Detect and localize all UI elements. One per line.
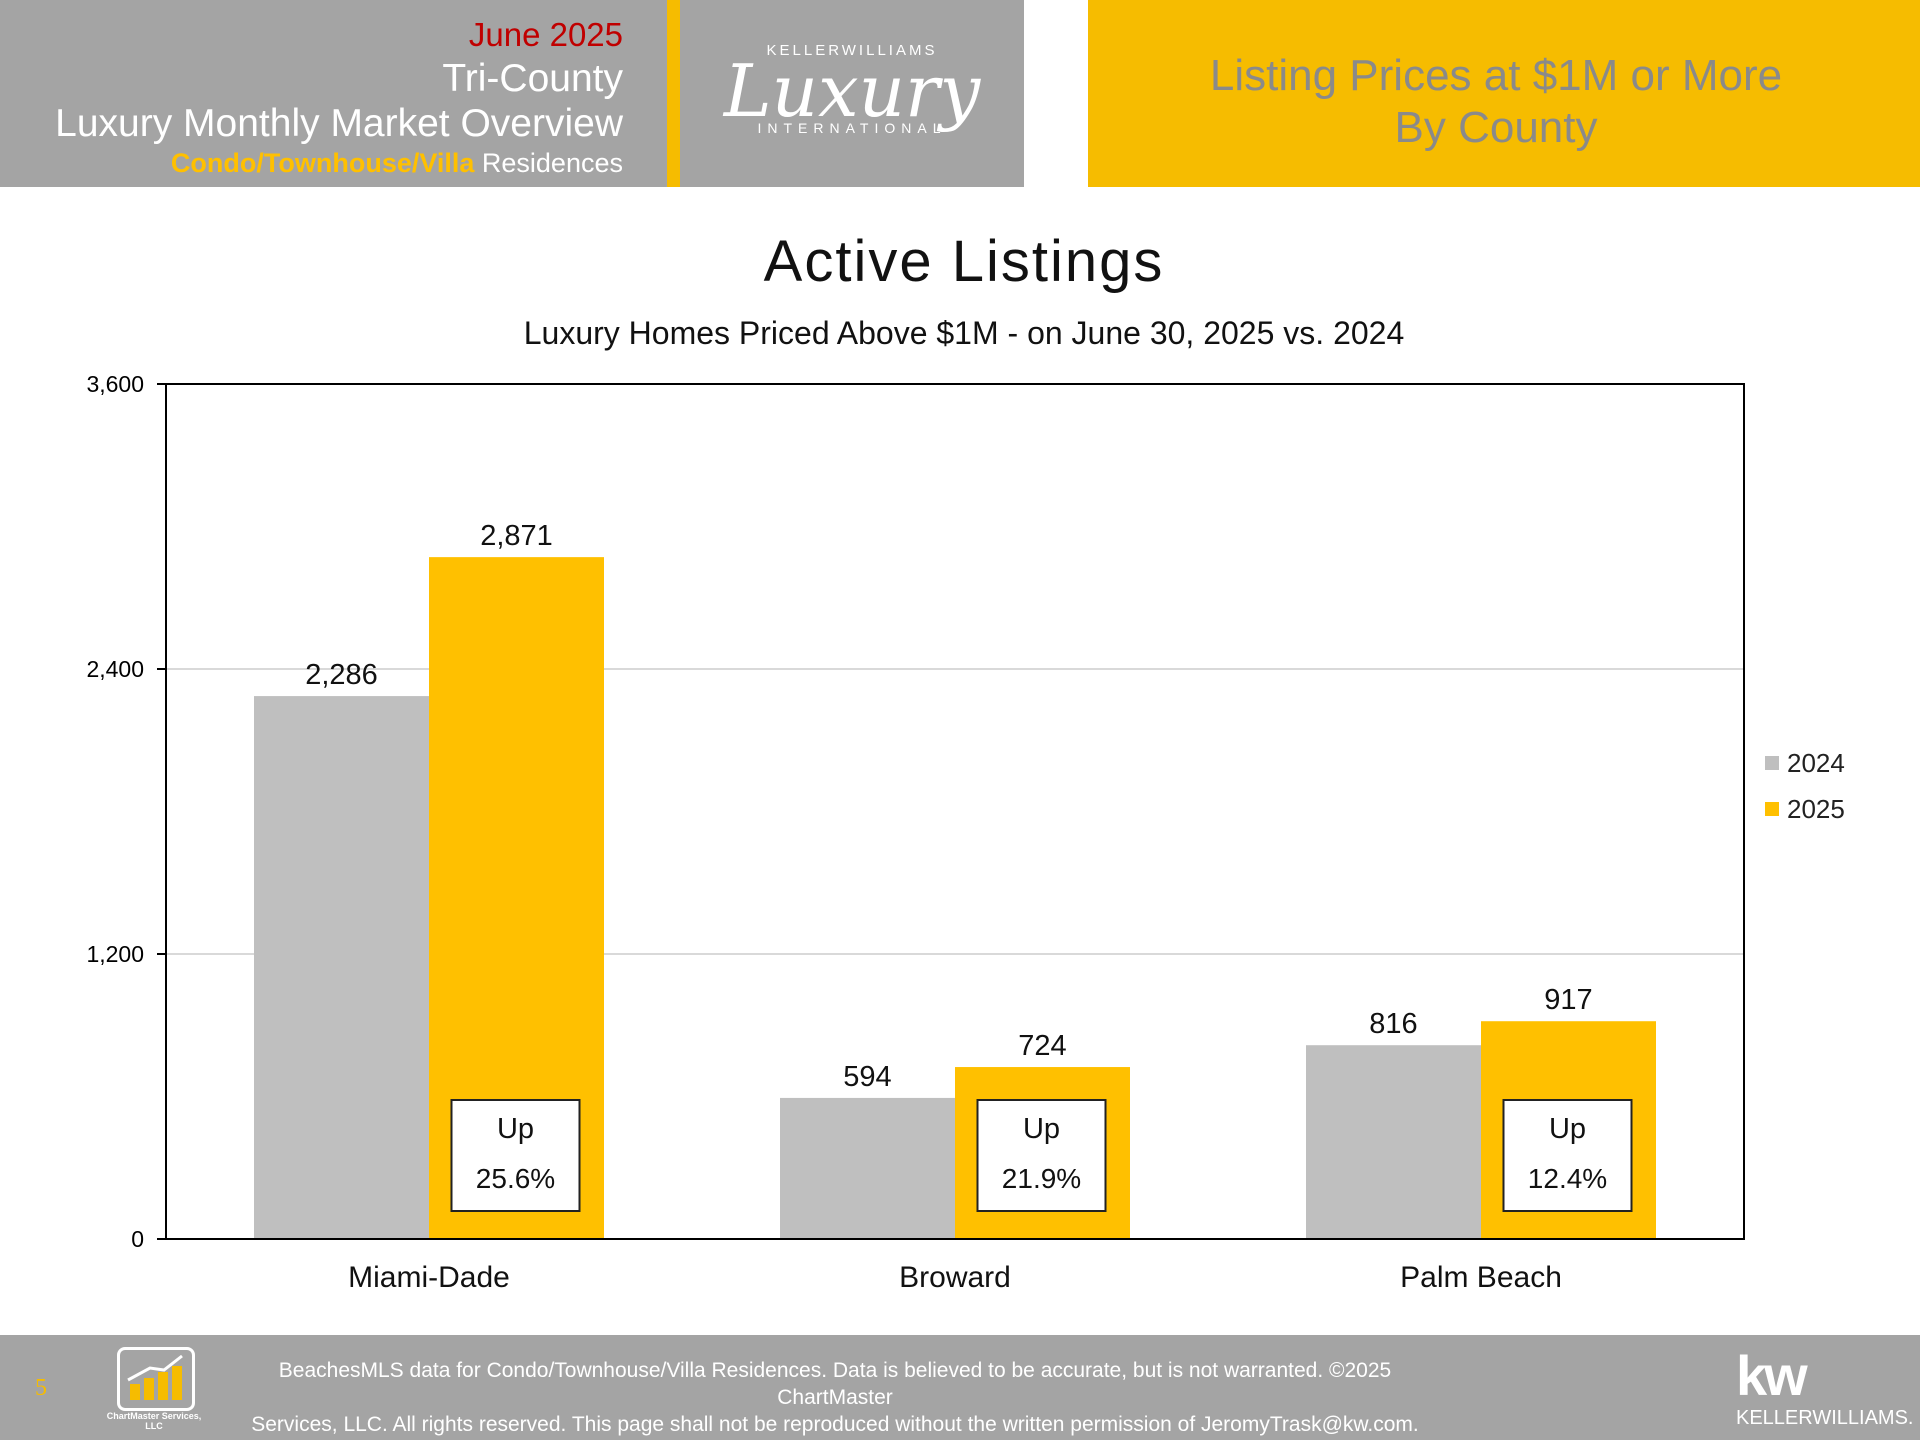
legend-label-2025: 2025	[1787, 793, 1845, 824]
data-label: 2,286	[305, 659, 378, 691]
section-heading-line1: Listing Prices at $1M or More	[1209, 51, 1783, 100]
page-number: 5	[35, 1375, 47, 1401]
chartmaster-logo-icon	[117, 1347, 195, 1411]
property-type-accent: Condo/Townhouse/Villa	[170, 148, 475, 178]
property-type: Condo/Townhouse/Villa Residences	[55, 146, 623, 180]
report-date: June 2025	[468, 16, 623, 53]
logo-brand-text: KELLERWILLIAMS	[766, 42, 938, 59]
chartmaster-logo-text: ChartMaster Services, LLC	[106, 1411, 202, 1431]
plot-frame	[165, 383, 1745, 1240]
bar-2024-broward	[780, 1097, 955, 1239]
data-label: 594	[843, 1061, 891, 1093]
section-heading: Listing Prices at $1M or More By County	[1088, 50, 1904, 154]
change-annotation-value: 25.6%	[476, 1163, 555, 1194]
legend-item-2025: 2025	[1765, 786, 1845, 832]
y-tick-label: 3,600	[86, 371, 144, 397]
change-annotation-label: Up	[497, 1113, 534, 1145]
change-annotation-value: 12.4%	[1528, 1163, 1607, 1194]
data-label: 2,871	[480, 520, 553, 552]
kw-logo-mark: kw	[1736, 1344, 1808, 1407]
kw-luxury-logo: KELLERWILLIAMS Luxury INTERNATIONAL	[680, 0, 1024, 187]
change-annotation-value: 21.9%	[1002, 1163, 1081, 1194]
legend-label-2024: 2024	[1787, 747, 1845, 778]
logo-international-text: INTERNATIONAL	[757, 120, 947, 136]
header-left-panel: June 2025 Tri-County Luxury Monthly Mark…	[0, 0, 667, 187]
kw-logo-text: KELLERWILLIAMS.	[1736, 1407, 1914, 1429]
section-heading-line2: By County	[1394, 103, 1598, 152]
region-title: Tri-County	[442, 57, 623, 100]
footer-disclaimer-line1: BeachesMLS data for Condo/Townhouse/Vill…	[278, 1359, 1392, 1409]
property-type-rest: Residences	[474, 148, 623, 178]
change-annotation-box	[976, 1099, 1107, 1212]
header-right-panel: Listing Prices at $1M or More By County	[1088, 0, 1920, 187]
y-tick-label: 2,400	[86, 656, 144, 682]
data-label: 816	[1369, 1008, 1417, 1040]
header-divider-bar	[667, 0, 680, 187]
x-tick-label: Miami-Dade	[348, 1261, 510, 1294]
change-annotation-label: Up	[1023, 1113, 1060, 1145]
change-annotation-box	[1502, 1099, 1633, 1212]
bar-2024-palm-beach	[1306, 1045, 1481, 1239]
x-tick-label: Palm Beach	[1400, 1261, 1562, 1294]
footer-disclaimer: BeachesMLS data for Condo/Townhouse/Vill…	[250, 1357, 1420, 1438]
legend-swatch-2024	[1765, 756, 1779, 770]
footer-disclaimer-line2: Services, LLC. All rights reserved. This…	[251, 1413, 1419, 1436]
x-tick-label: Broward	[899, 1261, 1011, 1294]
chartmaster-bars-icon	[127, 1354, 183, 1400]
legend-item-2024: 2024	[1765, 740, 1845, 786]
y-tick-label: 1,200	[86, 941, 144, 967]
chart-title: Active Listings	[763, 229, 1165, 294]
bar-2024-miami-dade	[254, 696, 429, 1239]
y-tick-label: 0	[131, 1226, 144, 1252]
bar-chart: 0 1,200 2,400 3,600 2,286 2,871 Miami-Dade Up 25…	[86, 371, 1745, 1294]
data-label: 917	[1544, 984, 1592, 1016]
legend-swatch-2025	[1765, 802, 1779, 816]
report-title: Luxury Monthly Market Overview	[55, 102, 623, 145]
chart-subtitle: Luxury Homes Priced Above $1M - on June …	[523, 315, 1405, 351]
logo-script-text: Luxury	[723, 49, 981, 133]
change-annotation-box	[450, 1099, 581, 1212]
chart-legend: 2024 2025	[1765, 740, 1845, 832]
header-text-block: June 2025 Tri-County Luxury Monthly Mark…	[55, 14, 623, 180]
change-annotation-label: Up	[1549, 1113, 1586, 1145]
data-label: 724	[1018, 1030, 1066, 1062]
footer: 5 ChartMaster Services, LLC BeachesMLS d…	[0, 1335, 1920, 1440]
